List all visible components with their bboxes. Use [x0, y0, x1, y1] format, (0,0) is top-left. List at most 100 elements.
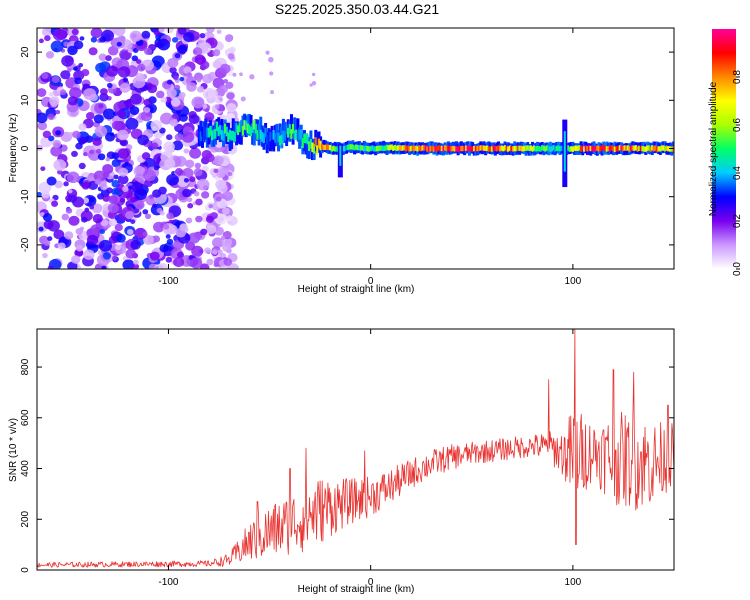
- noise-blob: [136, 59, 142, 64]
- noise-blob: [185, 159, 195, 169]
- noise-blob: [239, 72, 243, 77]
- ridge-core: [447, 145, 450, 152]
- noise-blob: [95, 62, 107, 73]
- noise-blob: [105, 157, 111, 162]
- ridge-core: [657, 146, 660, 152]
- noise-blob: [44, 35, 51, 42]
- noise-blob: [125, 117, 139, 130]
- ridge-core: [482, 145, 486, 151]
- ridge-core: [468, 145, 471, 151]
- ridge-core: [641, 145, 644, 152]
- noise-blob: [195, 198, 203, 206]
- noise-blob: [113, 174, 119, 180]
- ridge-core: [581, 145, 584, 151]
- noise-blob: [195, 215, 203, 223]
- ridge-halo: [270, 125, 274, 148]
- ridge-core: [628, 146, 631, 152]
- noise-blob: [108, 195, 119, 204]
- noise-blob: [117, 174, 129, 185]
- noise-blob: [190, 257, 203, 269]
- ridge-core: [481, 145, 484, 151]
- snr-panel: -100 0 100 0 200 400 600 800 Height of straigh…: [8, 328, 675, 595]
- noise-blob: [73, 66, 78, 71]
- ridge-core: [206, 127, 209, 138]
- ridge-core: [646, 145, 649, 151]
- ridge-core: [277, 132, 280, 143]
- noise-blob: [152, 235, 161, 243]
- noise-blob: [188, 114, 200, 125]
- ridge-core: [212, 129, 215, 140]
- noise-blob: [52, 28, 66, 41]
- ridge-core: [594, 146, 597, 152]
- ridge-halo: [204, 118, 208, 140]
- ridge-core: [610, 145, 613, 151]
- noise-blob: [83, 151, 88, 157]
- noise-blob: [157, 38, 171, 51]
- noise-blob: [216, 169, 226, 179]
- noise-blob: [211, 249, 218, 255]
- noise-blob: [116, 41, 122, 47]
- y-tick-label: 10: [20, 94, 31, 106]
- ridge-halo: [247, 113, 251, 136]
- noise-blob: [127, 205, 132, 210]
- ridge-core: [445, 145, 448, 152]
- noise-blob: [226, 103, 237, 113]
- noise-blob: [102, 172, 110, 178]
- ridge-core: [346, 144, 350, 151]
- noise-blob: [204, 153, 215, 163]
- ridge-core: [207, 127, 210, 138]
- spectrogram-x-ticks: -100 0 100: [158, 28, 582, 287]
- ridge-core: [515, 145, 518, 152]
- noise-blob: [111, 120, 122, 130]
- noise-blob: [141, 30, 151, 39]
- ridge-core: [385, 144, 388, 151]
- ridge-core: [463, 145, 466, 152]
- noise-blob: [125, 210, 135, 220]
- ridge-core: [228, 129, 232, 140]
- ridge-core: [489, 146, 492, 152]
- noise-blob: [183, 148, 190, 154]
- noise-blob: [89, 93, 98, 102]
- noise-blob: [178, 91, 186, 99]
- noise-blob: [218, 84, 229, 94]
- ridge-core: [278, 135, 282, 146]
- noise-blob: [38, 181, 52, 194]
- ridge-core: [366, 146, 369, 152]
- noise-blob: [166, 134, 173, 141]
- ridge-core: [293, 130, 296, 140]
- noise-blob: [67, 45, 78, 56]
- ridge-core: [426, 146, 429, 152]
- ridge-core: [343, 145, 346, 152]
- ridge-core: [623, 145, 626, 151]
- noise-blob: [37, 88, 47, 97]
- ridge-core: [537, 146, 541, 152]
- ridge-core: [301, 138, 304, 148]
- ridge-core: [532, 145, 536, 151]
- ridge-core: [219, 125, 222, 135]
- noise-blob: [102, 194, 111, 202]
- noise-blob: [185, 217, 193, 224]
- noise-blob: [79, 36, 85, 41]
- noise-blob: [95, 148, 102, 154]
- ridge-core: [282, 130, 285, 141]
- noise-blob: [187, 203, 194, 209]
- ridge-core: [257, 124, 261, 134]
- ridge-core: [254, 123, 257, 134]
- ridge-core: [364, 145, 367, 151]
- noise-blob: [131, 263, 139, 269]
- ridge-core: [518, 145, 521, 151]
- ridge-core: [486, 145, 489, 151]
- noise-blob: [151, 126, 157, 132]
- ridge-core: [662, 145, 665, 151]
- noise-blob: [75, 244, 84, 252]
- ridge-core: [544, 146, 547, 152]
- y-tick-label: 600: [20, 409, 31, 426]
- ridge-core: [453, 146, 456, 152]
- ridge-core: [272, 130, 275, 140]
- noise-blob: [156, 90, 165, 99]
- ridge-halo: [228, 129, 232, 151]
- noise-blob: [50, 100, 58, 108]
- noise-blob: [41, 28, 53, 37]
- noise-blob: [42, 252, 48, 259]
- noise-blob: [131, 55, 139, 62]
